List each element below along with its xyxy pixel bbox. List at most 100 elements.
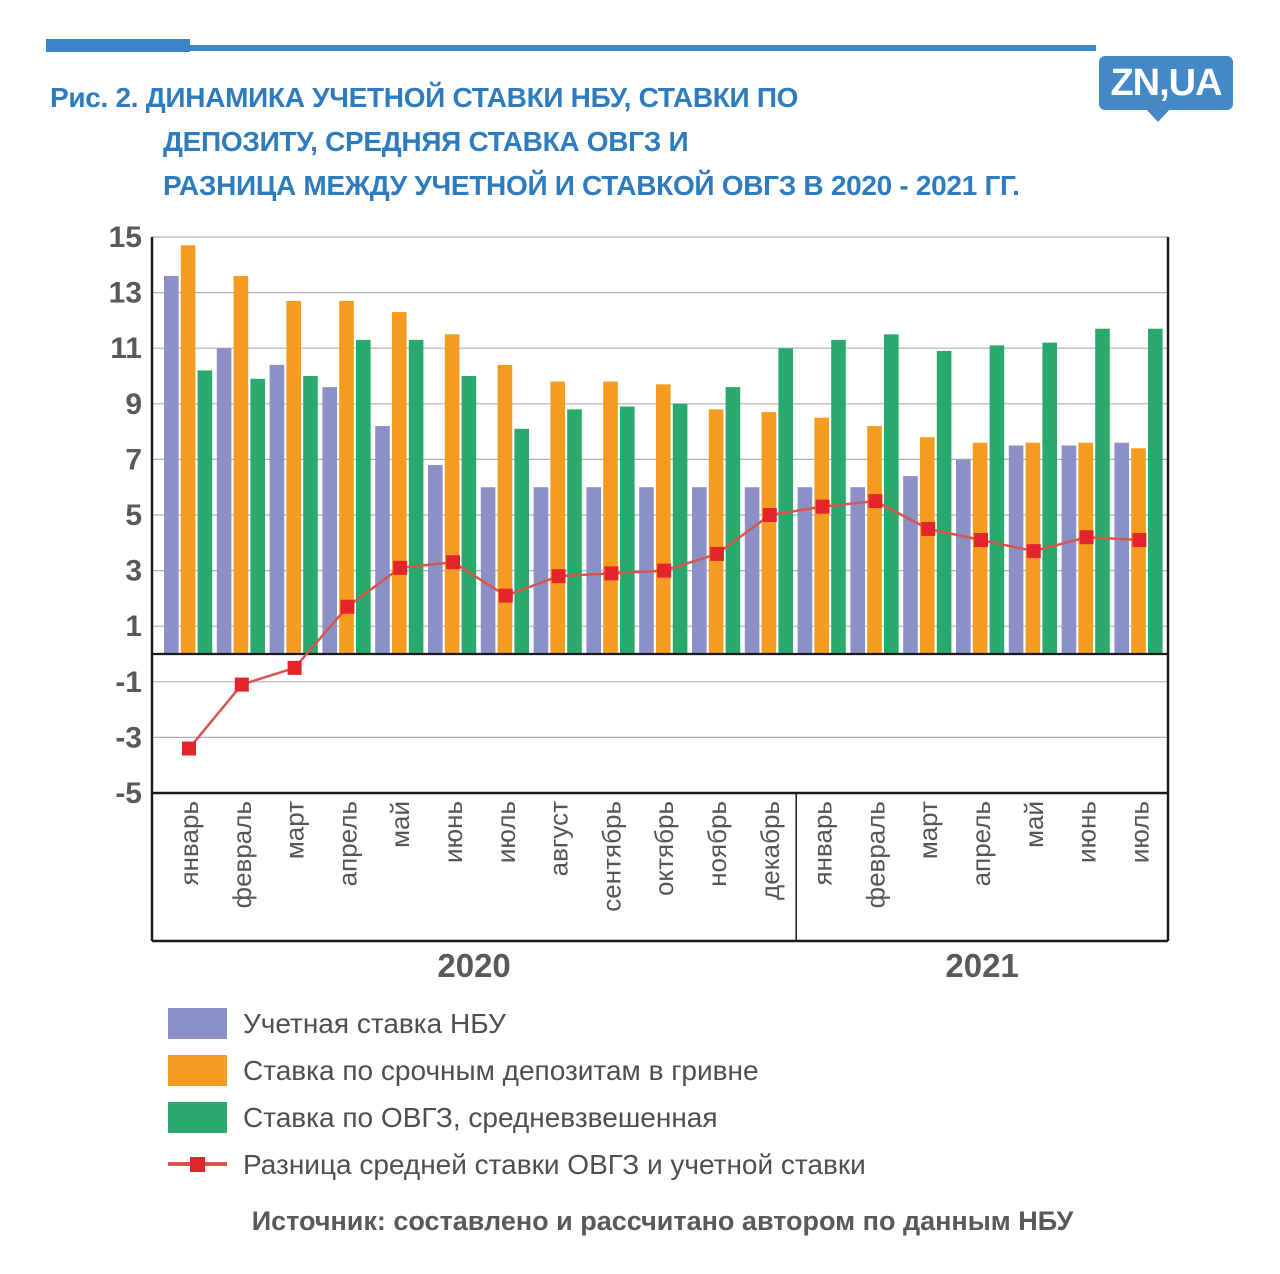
diff-marker [762,508,777,522]
legend-item-deposit-rate: Ставка по срочным депозитам в гривне [168,1055,866,1086]
x-tick-label: апрель [332,801,362,886]
bar [567,409,582,654]
bar [533,487,549,654]
y-tick-label: -3 [115,721,142,754]
legend-label: Ставка по ОВГЗ, средневзвешенная [243,1101,718,1133]
title-line-1: Рис. 2. ДИНАМИКА УЧЕТНОЙ СТАВКИ НБУ, СТА… [50,82,799,113]
y-tick-label: 13 [109,277,142,310]
legend-marker-icon [190,1157,205,1172]
bar [797,487,813,654]
bar [603,381,618,654]
bar [1008,445,1024,654]
x-tick-label: февраль [860,801,890,908]
bar [1095,328,1110,654]
diff-marker [551,569,566,584]
x-tick-label: январь [174,801,204,885]
diff-marker [182,741,196,756]
bar [428,464,443,654]
bar [814,417,829,654]
y-tick-label: 7 [125,443,142,476]
bar [1061,445,1077,654]
bar [1078,442,1093,654]
bar [989,345,1005,654]
bar [303,376,318,654]
x-tick-label: июль [491,801,521,863]
bar [392,312,407,654]
bar [375,426,390,654]
zn-ua-logo: ZN,UA [1099,56,1233,122]
x-tick-label: март [913,801,943,859]
diff-marker [868,494,883,509]
diff-marker [340,599,355,614]
bar [972,442,988,654]
diff-marker [710,546,724,561]
header-rule-thin [46,45,1096,51]
legend-line-swatch [168,1149,227,1180]
bar [725,387,741,654]
bar [480,487,496,654]
bar [444,334,460,654]
legend: Учетная ставка НБУ Ставка по срочным деп… [168,1008,866,1196]
bar [656,384,671,654]
title-line-2: ДЕПОЗИТУ, СРЕДНЯЯ СТАВКА ОВГЗ И [163,126,689,157]
bar [180,245,196,654]
year-label: 2021 [945,947,1018,984]
bar [672,403,688,654]
y-tick-label: 15 [109,221,142,254]
bar [286,300,301,654]
legend-swatch-deposit-rate [168,1055,227,1086]
logo-text: ZN,UA [1110,61,1222,104]
y-tick-label: -5 [115,777,142,810]
y-tick-label: -1 [115,666,142,699]
header-rule-thick [46,39,190,52]
diff-marker [1079,530,1094,545]
bar [903,476,918,654]
legend-swatch-ovgz-rate [168,1102,227,1133]
diff-marker [921,521,936,536]
diff-marker [1026,544,1041,559]
bar [884,334,899,654]
legend-item-difference: Разница средней ставки ОВГЗ и учетной ст… [168,1149,866,1180]
title-line-3: РАЗНИЦА МЕЖДУ УЧЕТНОЙ И СТАВКОЙ ОВГЗ В 2… [163,170,1020,201]
x-tick-label: апрель [966,801,996,886]
y-tick-label: 1 [125,610,142,643]
legend-item-ovgz-rate: Ставка по ОВГЗ, средневзвешенная [168,1102,866,1133]
y-tick-label: 5 [125,499,142,532]
legend-label: Разница средней ставки ОВГЗ и учетной ст… [243,1148,866,1180]
y-tick-label: 11 [110,332,142,365]
x-tick-label: февраль [227,801,257,908]
x-tick-label: август [544,801,574,876]
x-tick-label: декабрь [755,801,785,900]
bar [850,487,865,654]
bar [708,409,724,654]
y-tick-label: 3 [125,555,142,588]
logo-tail [1145,108,1171,122]
x-tick-label: сентябрь [596,801,626,912]
bar [744,487,760,654]
bar [250,378,265,654]
y-tick-label: 9 [125,388,142,421]
bar [586,487,601,654]
bar [956,459,971,654]
x-tick-label: май [385,801,415,848]
bar [339,300,354,654]
bar [778,348,793,654]
bar [1148,328,1163,654]
bar [233,275,249,654]
diff-marker [1132,533,1147,548]
diff-marker [498,588,513,603]
x-tick-label: июнь [438,801,468,863]
diff-marker [287,660,302,675]
legend-swatch-nbu-rate [168,1008,227,1039]
bar [1131,448,1146,654]
bar [620,406,635,654]
bar [461,376,477,654]
x-tick-label: март [280,801,310,859]
diff-marker [974,533,988,548]
legend-label: Учетная ставка НБУ [243,1007,506,1039]
bar [216,348,232,654]
x-tick-label: ноябрь [702,801,732,887]
x-tick-label: октябрь [649,801,679,896]
diff-marker [815,499,830,514]
